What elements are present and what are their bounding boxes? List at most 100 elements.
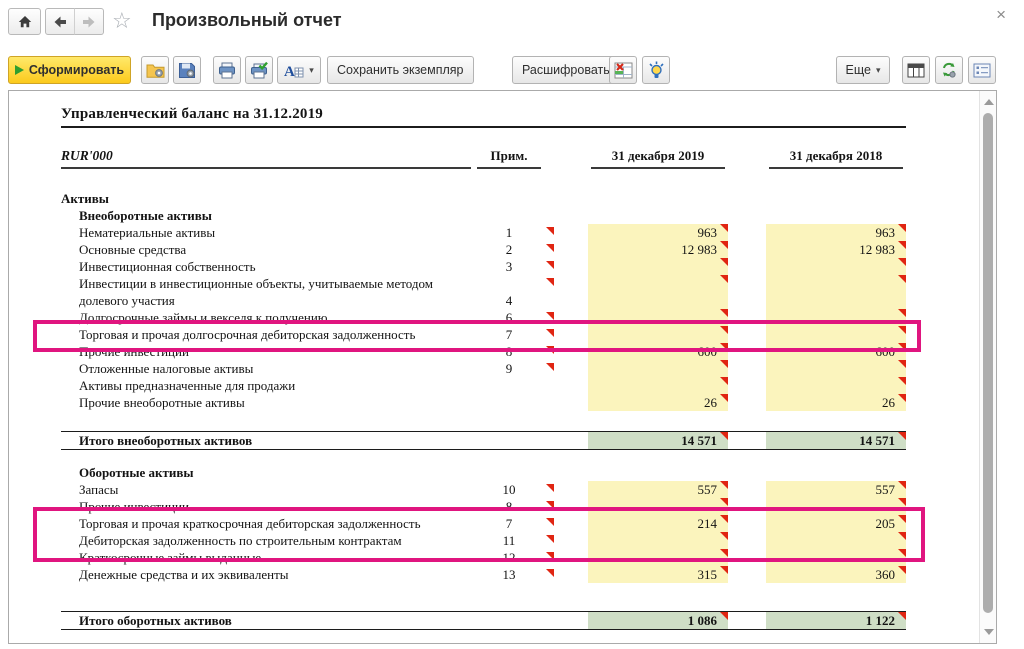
value-cell-2019[interactable] [588, 360, 728, 377]
row-label[interactable]: Торговая и прочая долгосрочная дебиторск… [79, 327, 416, 342]
value-cell-2018[interactable]: 360 [766, 566, 906, 583]
value-cell-2019[interactable]: 12 983 [588, 241, 728, 258]
row-label[interactable]: Прочие инвестиции [79, 499, 189, 514]
value-cell-2018[interactable]: 26 [766, 394, 906, 411]
hint-button[interactable] [642, 56, 670, 84]
note-number[interactable]: 3 [505, 259, 513, 274]
column-header-note[interactable]: Прим. [477, 148, 541, 169]
value-cell-2018[interactable]: 1 122 [766, 612, 906, 629]
value-cell-2018[interactable]: 963 [766, 224, 906, 241]
value-cell-2018[interactable] [766, 360, 906, 377]
note-number[interactable]: 10 [502, 482, 516, 497]
note-number[interactable]: 7 [505, 327, 513, 342]
value-cell-2018[interactable] [766, 292, 906, 309]
row-label[interactable]: Нематериальные активы [79, 225, 216, 240]
value-cell-2018[interactable] [766, 498, 906, 515]
value-cell-2018[interactable] [766, 326, 906, 343]
print-instantly-button[interactable] [245, 56, 273, 84]
value-cell-2018[interactable] [766, 309, 906, 326]
value-cell-2019[interactable] [588, 258, 728, 275]
more-button[interactable]: Еще ▾ [836, 56, 890, 84]
note-number[interactable]: 9 [505, 361, 513, 376]
scroll-up-icon[interactable] [984, 99, 994, 105]
value-cell-2019[interactable] [588, 275, 728, 292]
row-label[interactable]: Дебиторская задолженность по строительны… [79, 533, 402, 548]
row-label[interactable]: Долгосрочные займы и векселя к получению [79, 310, 328, 325]
row-label[interactable]: Активы предназначенные для продажи [79, 378, 296, 393]
note-number[interactable]: 8 [505, 499, 513, 514]
back-button[interactable] [45, 8, 75, 35]
row-label[interactable]: Внеоборотные активы [79, 208, 212, 223]
note-number[interactable]: 11 [502, 533, 516, 548]
note-number[interactable]: 2 [505, 242, 513, 257]
value-cell-2019[interactable] [588, 377, 728, 394]
note-number[interactable]: 7 [505, 516, 513, 531]
row-label[interactable]: долевого участия [79, 293, 175, 308]
row-label[interactable]: Денежные средства и их эквиваленты [79, 567, 289, 582]
save-instance-button[interactable]: Сохранить экземпляр [327, 56, 474, 84]
note-number[interactable]: 12 [502, 550, 516, 565]
vertical-scrollbar[interactable] [979, 91, 996, 643]
row-label[interactable]: Отложенные налоговые активы [79, 361, 254, 376]
value-cell-2018[interactable] [766, 275, 906, 292]
value-cell-2019[interactable] [588, 549, 728, 566]
print-button[interactable] [213, 56, 241, 84]
row-label[interactable]: Итого внеоборотных активов [79, 433, 253, 448]
export-spreadsheet-button[interactable] [609, 56, 637, 84]
close-icon[interactable]: × [996, 5, 1006, 24]
value-cell-2019[interactable]: 600 [588, 343, 728, 360]
forward-button[interactable] [74, 8, 104, 35]
note-number[interactable]: 4 [505, 293, 513, 308]
generate-report-button[interactable]: Сформировать [8, 56, 131, 84]
value-cell-2018[interactable]: 557 [766, 481, 906, 498]
note-number[interactable]: 13 [502, 567, 516, 582]
column-header-2018[interactable]: 31 декабря 2018 [769, 148, 903, 169]
format-button[interactable]: A ▾ [277, 56, 321, 84]
row-label[interactable]: Основные средства [79, 242, 187, 257]
row-label[interactable]: Итого оборотных активов [79, 613, 232, 628]
value-cell-2019[interactable]: 963 [588, 224, 728, 241]
row-label[interactable]: Прочие инвестиции [79, 344, 189, 359]
scrollbar-thumb[interactable] [983, 113, 993, 613]
value-cell-2018[interactable]: 12 983 [766, 241, 906, 258]
row-label[interactable]: Краткосрочные займы выданные [79, 550, 262, 565]
row-label[interactable]: Активы [61, 191, 109, 206]
value-cell-2018[interactable] [766, 258, 906, 275]
value-cell-2019[interactable] [588, 326, 728, 343]
note-number[interactable]: 1 [505, 225, 513, 240]
settings-panel-button[interactable] [968, 56, 996, 84]
value-cell-2019[interactable]: 557 [588, 481, 728, 498]
value-cell-2018[interactable] [766, 532, 906, 549]
row-label[interactable]: Запасы [79, 482, 119, 497]
value-cell-2019[interactable]: 1 086 [588, 612, 728, 629]
report-variants-button[interactable] [141, 56, 169, 84]
value-cell-2018[interactable]: 205 [766, 515, 906, 532]
column-header-2019[interactable]: 31 декабря 2019 [591, 148, 725, 169]
value-cell-2018[interactable] [766, 377, 906, 394]
value-cell-2019[interactable] [588, 498, 728, 515]
row-label[interactable]: Инвестиции в инвестиционные объекты, учи… [79, 276, 433, 291]
value-cell-2018[interactable]: 600 [766, 343, 906, 360]
refresh-button[interactable] [935, 56, 963, 84]
column-header-currency[interactable]: RUR'000 [61, 148, 471, 169]
note-number[interactable]: 8 [505, 344, 513, 359]
report-title[interactable]: Управленческий баланс на 31.12.2019 [61, 106, 906, 128]
value-cell-2019[interactable] [588, 532, 728, 549]
report-headers-button[interactable] [902, 56, 930, 84]
favorite-star-icon[interactable]: ☆ [112, 8, 132, 33]
value-cell-2019[interactable]: 315 [588, 566, 728, 583]
row-label[interactable]: Прочие внеоборотные активы [79, 395, 245, 410]
value-cell-2018[interactable]: 14 571 [766, 432, 906, 449]
value-cell-2019[interactable] [588, 309, 728, 326]
note-number[interactable]: 6 [505, 310, 513, 325]
value-cell-2019[interactable]: 26 [588, 394, 728, 411]
row-label[interactable]: Оборотные активы [79, 465, 194, 480]
value-cell-2019[interactable]: 14 571 [588, 432, 728, 449]
value-cell-2019[interactable] [588, 292, 728, 309]
row-label[interactable]: Торговая и прочая краткосрочная дебиторс… [79, 516, 421, 531]
save-variant-button[interactable] [173, 56, 201, 84]
scroll-down-icon[interactable] [984, 629, 994, 635]
row-label[interactable]: Инвестиционная собственность [79, 259, 256, 274]
value-cell-2019[interactable]: 214 [588, 515, 728, 532]
home-button[interactable] [8, 8, 41, 35]
